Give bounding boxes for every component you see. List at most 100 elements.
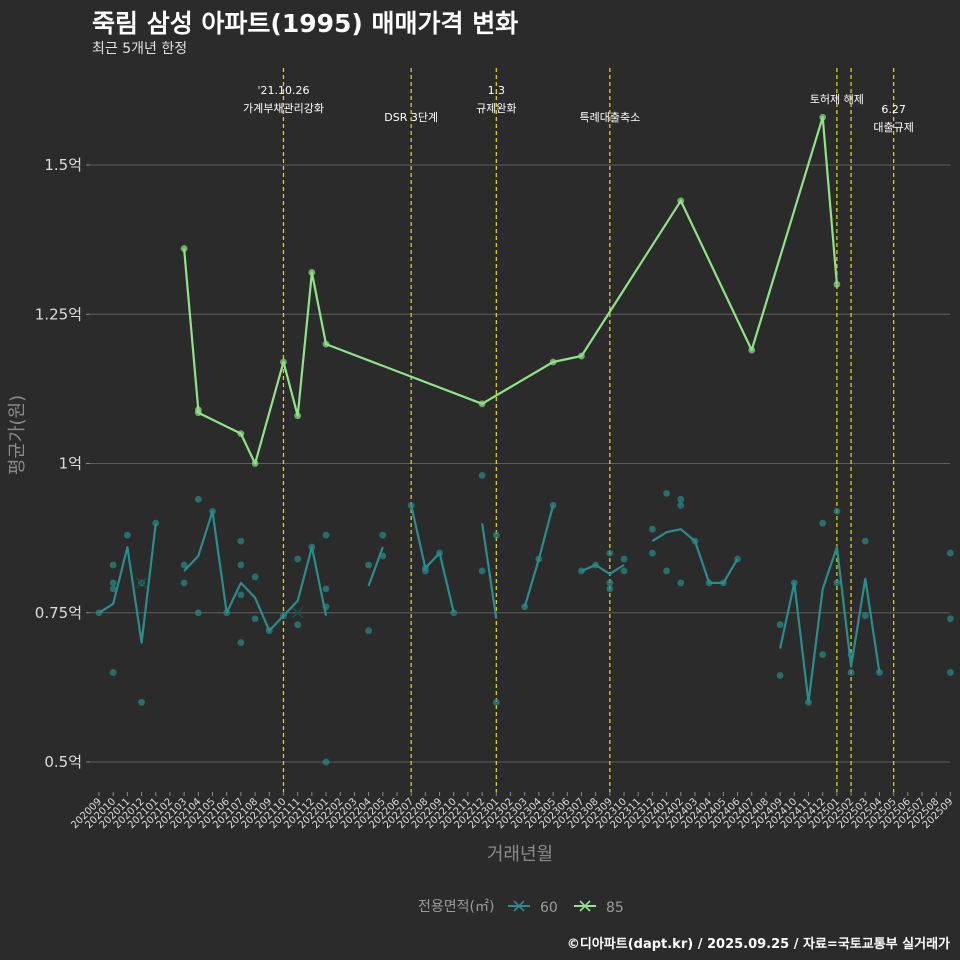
series-60-point [833,507,841,515]
series-60-line [183,510,328,632]
series-60-point [436,549,443,557]
y-tick-label: 1.5억 [44,156,82,174]
series-60-point [478,472,486,479]
series-60-point [294,555,302,563]
series-60-point [819,519,827,527]
series-60-point [876,669,883,676]
series-60-point [209,507,216,515]
series-60-point [478,567,486,575]
legend: 전용면적(㎡) 60 85 [418,899,624,916]
series-60-point [322,758,330,766]
series-60-point [237,537,245,545]
series-60-line [367,546,384,587]
y-axis-ticks: 0.5억 0.75억 1억 1.25억 1.5억 [35,156,90,771]
series-60-point [705,579,713,587]
series-60-point [535,555,543,563]
series-60-point [776,672,784,679]
series-60-point [322,603,330,611]
series-60-point [947,669,954,676]
series-60-line [779,545,881,704]
series-60-point [606,579,614,587]
series-60-point [620,567,628,575]
series-layer [95,113,954,766]
series-60-cross-marker [292,607,304,619]
series-60-point [861,537,869,545]
series-60-point [677,579,685,587]
x-axis-ticks: 2020092020102020112020122021012021022021… [69,792,956,831]
series-60-point [109,579,117,587]
series-60-point [677,495,685,503]
series-85-point [294,412,302,420]
series-60-point [109,669,117,676]
series-60-point [677,501,685,509]
series-60-point [251,573,259,581]
event-label: 특례대출축소 [579,111,640,124]
series-60-point [492,531,500,539]
series-60-point [663,567,670,575]
series-60-point [578,567,585,575]
series-60-point [549,501,557,509]
series-60-point [847,669,855,676]
series-60-point [833,579,841,587]
series-60-cross-marker [136,577,148,589]
series-85-point [677,197,685,205]
event-label: 가계부채관리강화 [243,102,324,115]
series-60-point [620,555,628,563]
series-60-point [719,579,727,587]
series-60-line [98,523,157,644]
event-label: '21.10.26 [257,84,309,97]
series-60-point [805,698,812,706]
series-85-point [478,400,486,408]
series-60-point [237,591,245,599]
series-60-point [223,609,231,617]
series-60-point [776,621,784,629]
x-axis-label: 거래년월 [487,844,553,865]
chart-title: 죽림 삼성 아파트(1995) 매매가격 변화 [92,9,519,38]
event-label: 토허제 해제 [810,92,864,106]
series-60-point [521,603,529,611]
series-85 [180,113,841,467]
series-60-line [581,563,625,576]
series-60-point [947,615,954,623]
series-60-line [651,528,739,585]
series-85-point [308,269,316,276]
series-60-point [365,561,373,569]
legend-label-85: 85 [606,900,624,916]
series-85-point [237,430,245,438]
series-60-point [819,651,827,658]
series-85-line [183,116,838,465]
series-60-point [734,555,741,563]
y-tick-label: 0.5억 [44,753,82,771]
series-60-point [379,531,387,539]
event-label: 규제완화 [476,102,516,115]
legend-key-marker-85 [579,900,591,912]
series-60-point [109,561,117,569]
series-85-point [748,346,756,354]
legend-label-60: 60 [540,900,558,916]
series-60-point [663,489,670,497]
series-60-point [847,651,855,658]
series-60-point [492,698,500,706]
y-axis-label: 평균가(원) [7,395,28,475]
y-tick-label: 1.25억 [35,305,82,323]
series-85-point [251,460,259,467]
series-60-point [322,531,330,539]
series-60-point [861,612,869,620]
series-60-point [95,609,103,617]
series-60-line [410,505,455,614]
series-85-point [280,358,287,366]
series-60-point [237,639,245,646]
y-tick-label: 1억 [59,455,82,473]
series-60-point [194,495,202,503]
series-60-point [592,561,600,569]
series-60-point [649,549,656,557]
series-60-point [450,609,458,617]
event-label: 대출규제 [873,121,913,134]
series-60-point [109,585,117,593]
series-85-point [180,245,188,252]
chart-subtitle: 최근 5개년 한정 [92,41,188,57]
series-60-point [407,501,415,509]
series-60-point [265,627,273,635]
series-85-point [833,281,841,288]
